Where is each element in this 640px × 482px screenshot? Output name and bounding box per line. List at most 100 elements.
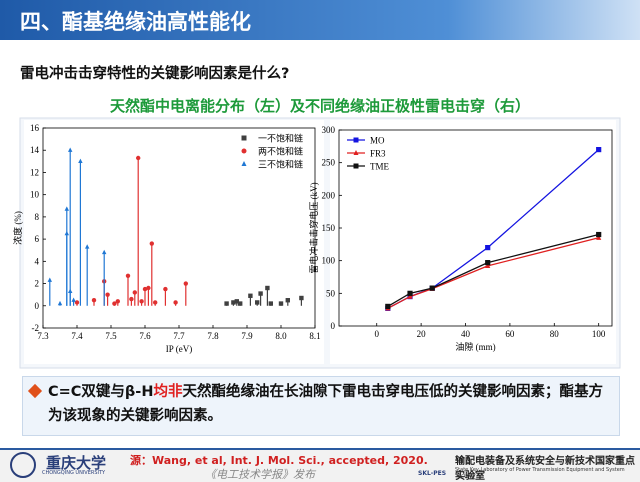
left-panel (24, 120, 324, 364)
y-tick-label: 100 (322, 256, 336, 266)
marker (278, 301, 284, 306)
marker (132, 290, 137, 295)
marker (224, 301, 229, 306)
marker (146, 285, 151, 291)
marker (163, 286, 168, 292)
source: 源：Wang, et al, Int. J. Mol. Sci., accept… (130, 454, 428, 467)
y-tick-label: 2 (35, 279, 40, 289)
marker (268, 301, 273, 306)
marker (71, 297, 76, 302)
bullet-part: 天然酯绝缘油在长油隙下雷电击穿电压低的关键影响因素；酯基方为该现象的关键影响因素… (48, 384, 603, 424)
marker (385, 303, 391, 309)
marker (57, 300, 63, 306)
marker (149, 241, 154, 246)
marker (248, 293, 253, 298)
marker (78, 158, 83, 164)
x-tick-label: 7.9 (241, 331, 253, 341)
marker (153, 300, 158, 305)
x-tick-label: 0 (374, 329, 379, 339)
y-tick-label: 12 (30, 167, 39, 177)
university-seal (10, 452, 36, 478)
marker (407, 293, 413, 299)
marker (102, 249, 107, 255)
marker (139, 299, 144, 304)
marker (112, 301, 117, 306)
marker (353, 137, 359, 143)
legend-label: 一不饱和链 (258, 133, 303, 144)
marker (353, 163, 359, 169)
x-tick-label: 100 (592, 329, 606, 339)
lab-name-en: State Key Laboratory of Power Transmissi… (455, 467, 625, 479)
marker (91, 298, 97, 303)
x-tick-label: 40 (461, 329, 471, 339)
marker (173, 300, 178, 305)
y-tick-label: 200 (322, 190, 336, 200)
bullet-box (22, 376, 620, 436)
marker (68, 147, 73, 152)
y-tick-label: 150 (322, 223, 336, 233)
x-tick-label: 8.0 (275, 331, 287, 341)
x-tick-label: 7.6 (139, 331, 151, 341)
marker (485, 245, 491, 251)
university-name: 重庆大学 (46, 454, 107, 472)
marker (241, 148, 247, 154)
x-tick-label: 7.5 (105, 331, 117, 341)
marker (241, 135, 247, 141)
marker (299, 295, 304, 301)
marker (596, 231, 602, 238)
marker (74, 300, 80, 305)
marker (238, 301, 243, 306)
y-tick-label: 0 (35, 301, 40, 311)
header-bar (0, 0, 640, 40)
header-title: 四、酯基绝缘油高性能化 (20, 10, 251, 34)
y-tick-label: -2 (32, 323, 40, 333)
x-tick-label: 7.4 (71, 331, 83, 341)
marker (115, 299, 121, 304)
bullet-text: C=C双键与β-H均非天然酯绝缘油在长油隙下雷电击穿电压低的关键影响因素；酯基方… (48, 380, 614, 428)
marker (429, 285, 435, 291)
marker (142, 286, 148, 292)
x-tick-label: 7.7 (173, 331, 185, 341)
footer-bar (0, 448, 640, 482)
x-tick-label: 7.3 (37, 331, 49, 341)
y-tick-label: 0 (331, 321, 336, 331)
x-tick-label: 7.8 (207, 331, 219, 341)
question: 雷电冲击击穿特性的关键影响因素是什么? (20, 66, 290, 82)
marker (68, 288, 73, 294)
legend-label: TME (370, 162, 390, 172)
y-tick-label: 300 (322, 125, 336, 135)
marker (265, 285, 270, 291)
marker (183, 281, 188, 286)
legend-label: FR3 (370, 149, 386, 159)
marker (485, 260, 491, 266)
university-name-en: CHONGQING UNIVERSITY (42, 470, 106, 476)
lab-name: 输配电装备及系统安全与新技术国家重点实验室 (455, 456, 635, 482)
y-tick-label: 16 (30, 123, 40, 133)
x-tick-label: 8.1 (309, 331, 320, 341)
x-tick-label: 60 (505, 329, 515, 339)
y-axis-label: 雷电冲击击穿电压 (kV) (308, 182, 319, 273)
marker (125, 273, 131, 278)
marker (285, 298, 290, 303)
legend-label: MO (370, 136, 385, 146)
y-tick-label: 14 (30, 145, 40, 155)
marker (105, 292, 110, 297)
marker (241, 161, 247, 166)
marker (485, 262, 491, 268)
marker (85, 244, 90, 249)
marker (231, 300, 236, 305)
legend-label: 两不饱和链 (258, 146, 303, 157)
marker (47, 277, 52, 282)
marker (596, 234, 602, 240)
y-tick-label: 6 (35, 234, 40, 244)
lab-short: SKL-PES (418, 470, 447, 477)
subtitle: 天然酯中电离能分布（左）及不同绝缘油正极性雷电击穿（右） (109, 97, 530, 115)
x-tick-label: 20 (417, 329, 427, 339)
marker (234, 299, 239, 304)
marker (596, 147, 602, 153)
bullet-highlight: 均非 (153, 384, 183, 400)
watermark: 《电工技术学报》发布 (205, 468, 315, 481)
y-tick-label: 250 (322, 158, 336, 168)
